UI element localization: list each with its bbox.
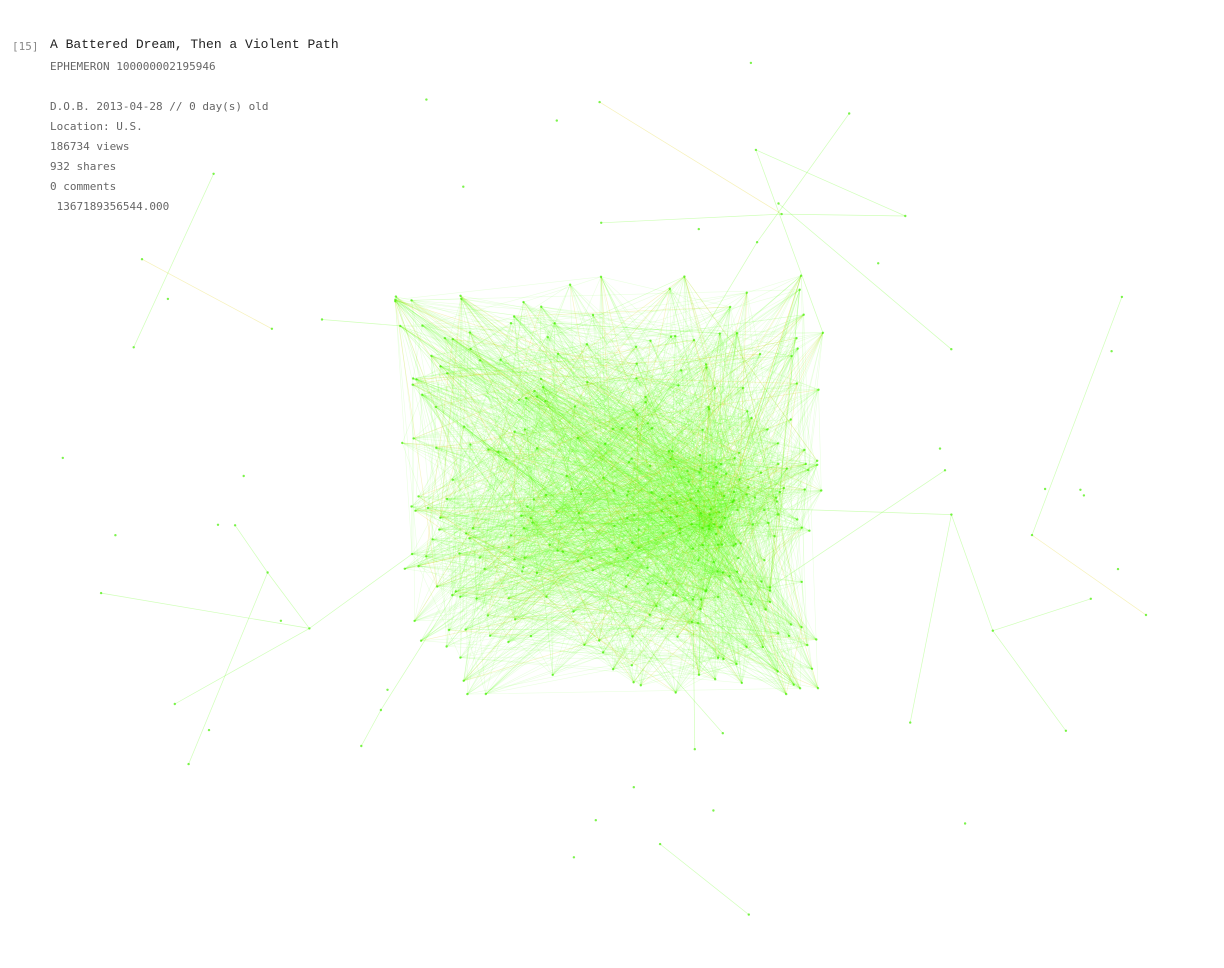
graph-edges [101, 101, 1147, 915]
story-title: A Battered Dream, Then a Violent Path [50, 37, 339, 52]
story-index: [15] [12, 40, 39, 53]
story-views: 186734 views [50, 140, 130, 153]
story-comments: 0 comments [50, 180, 117, 193]
story-id: EPHEMERON 100000002195946 [50, 60, 216, 73]
story-timestamp: 1367189356544.000 [50, 200, 170, 213]
graph-nodes [61, 61, 1148, 916]
story-shares: 932 shares [50, 160, 117, 173]
story-location: Location: U.S. [50, 120, 143, 133]
story-dob: D.O.B. 2013-04-28 // 0 day(s) old [50, 100, 269, 113]
